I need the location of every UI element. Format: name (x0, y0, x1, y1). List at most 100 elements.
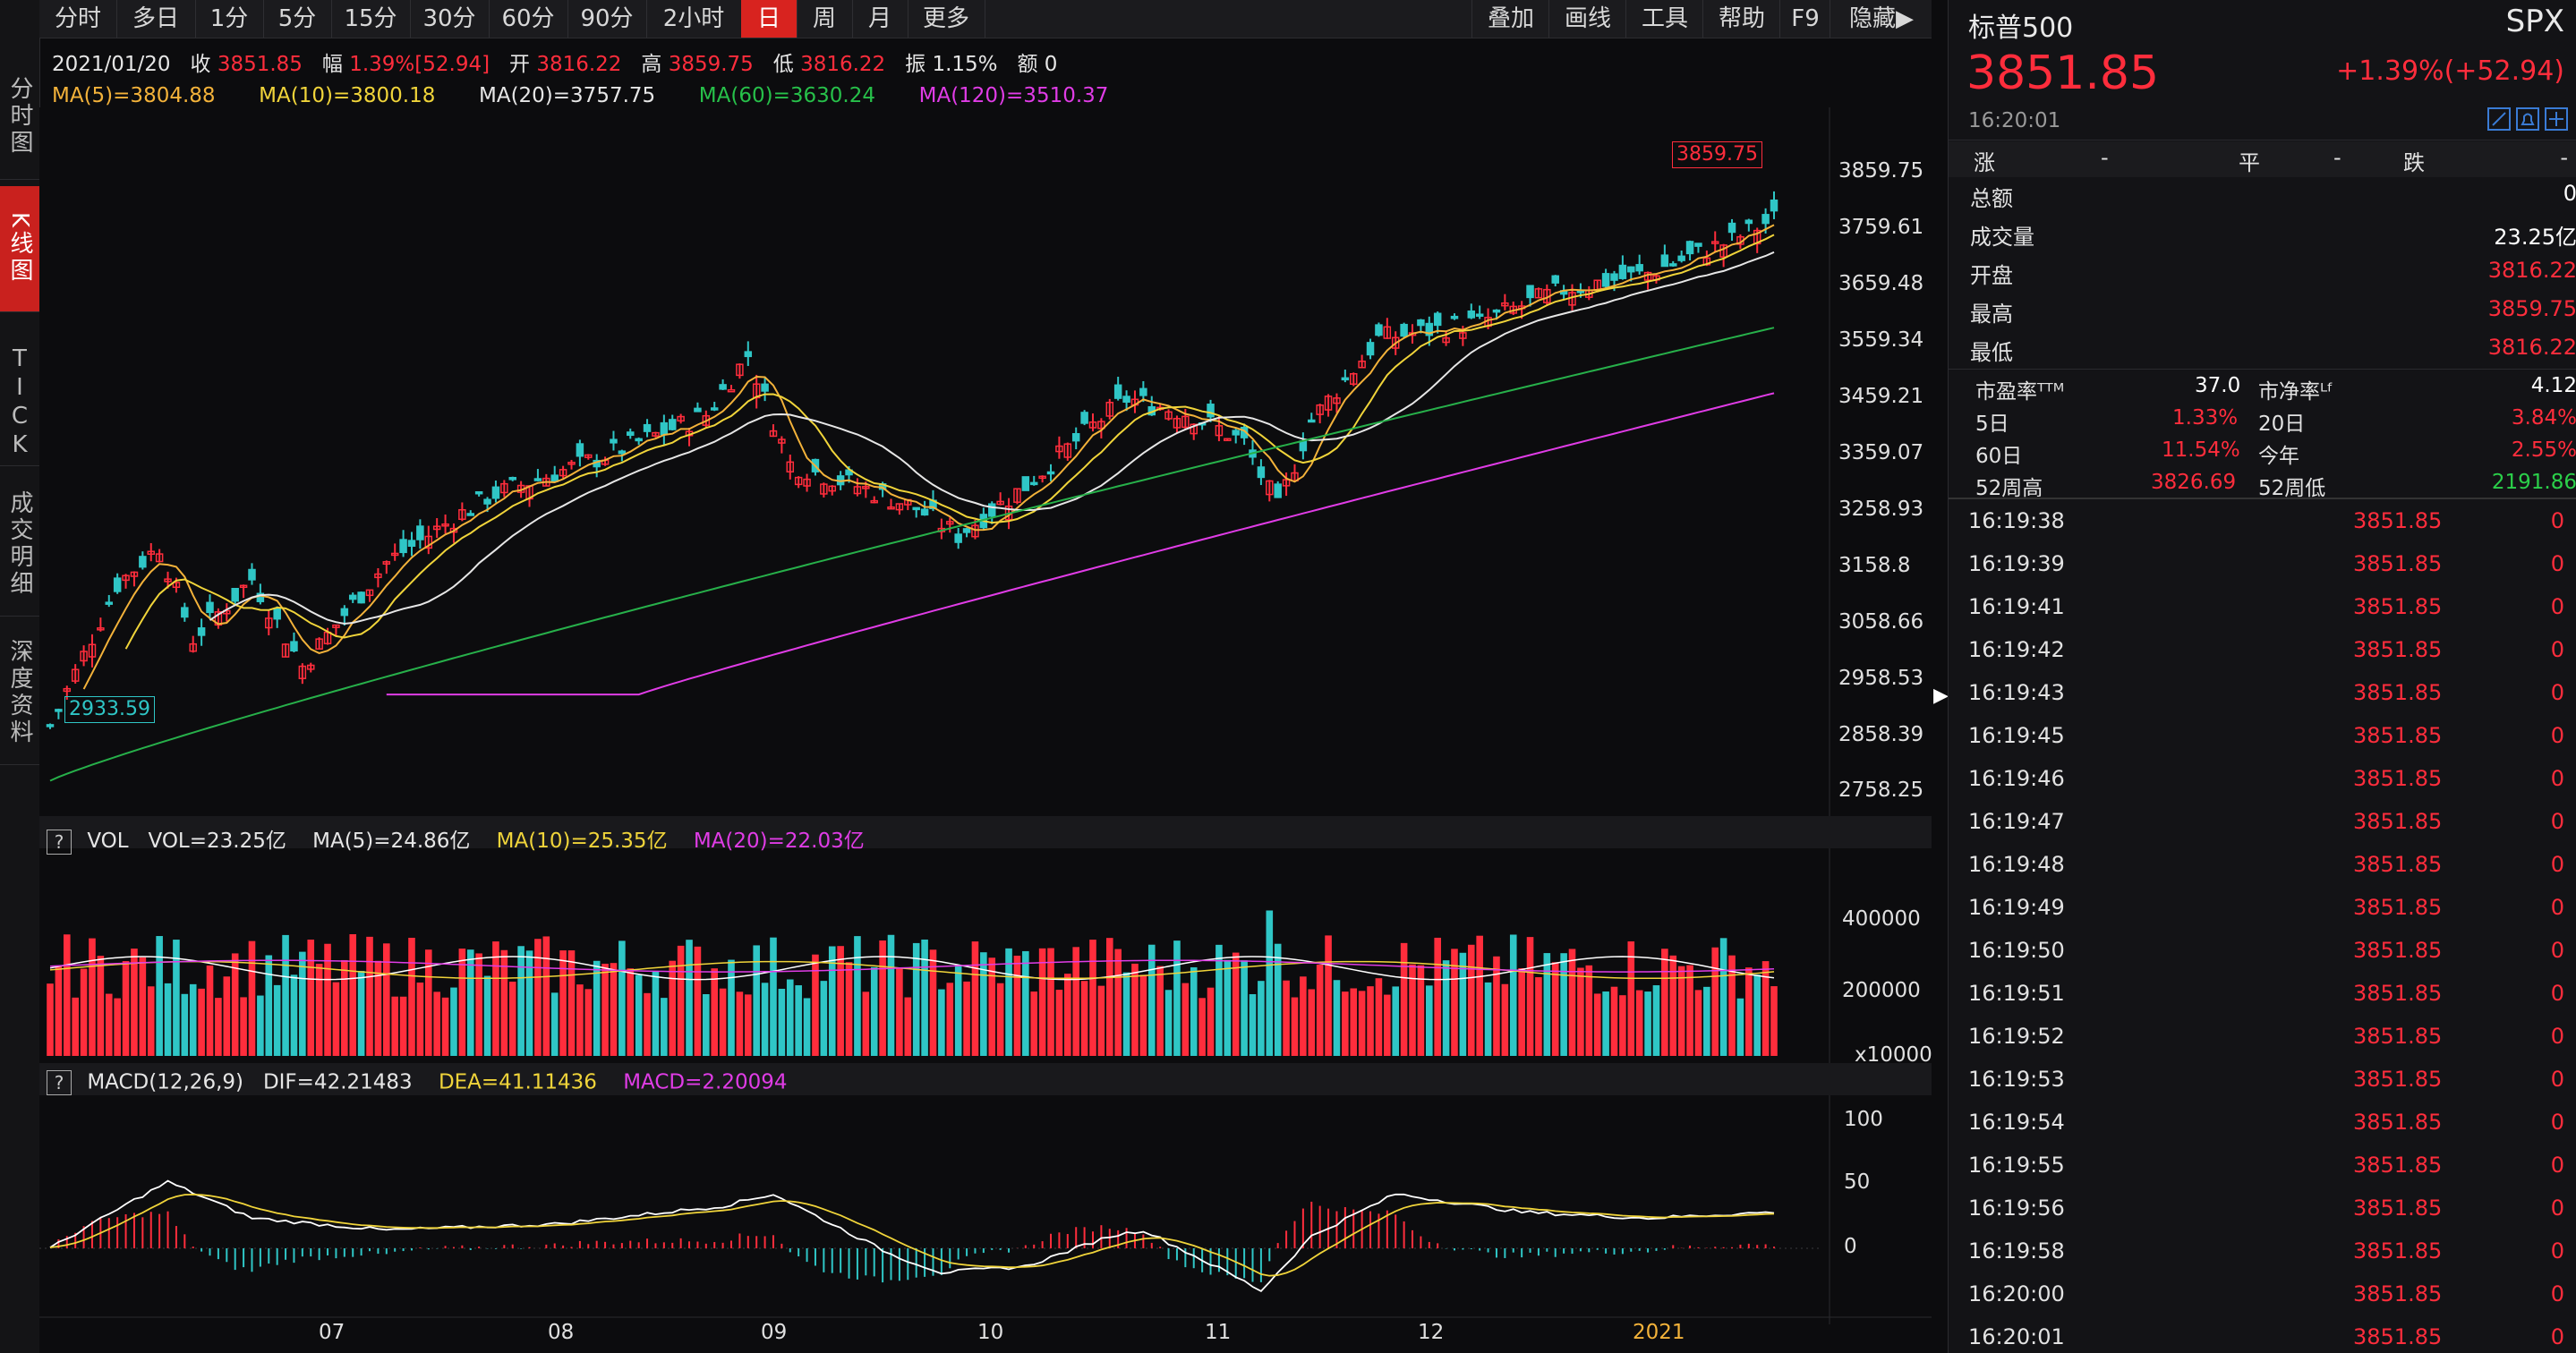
candle-body (382, 561, 391, 565)
volume-bar (1308, 989, 1316, 1056)
rail-item-timeshare[interactable]: 分时图 (0, 54, 39, 180)
volume-bar (601, 963, 609, 1056)
tab-60min[interactable]: 60分 (489, 0, 568, 38)
vol-ma5-line (49, 956, 1775, 981)
tab-5min[interactable]: 5分 (263, 0, 332, 38)
candle-body (348, 594, 357, 600)
volume-bar (803, 998, 811, 1056)
price-axis-label: 3659.48 (1838, 272, 1924, 295)
tick-volume: 0 (2550, 809, 2564, 834)
candle-body (1013, 488, 1021, 503)
volume-bar (1030, 991, 1038, 1056)
tab-week[interactable]: 周 (797, 0, 853, 38)
volume-bar (1770, 986, 1778, 1056)
volume-bar (374, 960, 382, 1056)
edit-icon[interactable] (2487, 107, 2511, 131)
tab-day[interactable]: 日 (741, 0, 798, 38)
stat-label: 总额 (1970, 186, 2013, 211)
volume-bar (1644, 991, 1651, 1056)
volume-bar (366, 936, 373, 1056)
tab-multiday[interactable]: 多日 (116, 0, 196, 38)
hide-panel-button[interactable]: 隐藏▶ (1830, 0, 1932, 38)
volume-bar (1476, 935, 1483, 1056)
candle-body (298, 665, 307, 679)
help-icon[interactable]: ? (47, 829, 72, 855)
candle-body (1627, 266, 1635, 273)
tab-more[interactable]: 更多 (908, 0, 985, 38)
bell-icon[interactable] (2516, 107, 2539, 131)
price-axis-label: 3759.61 (1838, 216, 1924, 239)
tab-2hour[interactable]: 2小时 (646, 0, 742, 38)
candle-body (1071, 432, 1080, 442)
tab-15min[interactable]: 15分 (331, 0, 411, 38)
tick-list[interactable]: 16:19:38 3851.85 0 16:19:39 3851.85 0 16:19:41… (1949, 499, 2576, 1353)
d20-label: 20日 (2258, 413, 2306, 436)
ohlc-info-row: 2021/01/20 收 3851.85 幅 1.39%[52.94] 开 38… (52, 47, 1057, 77)
volume-bar (1241, 960, 1248, 1056)
vol-ma5: MA(5)=24.86亿 (312, 830, 471, 853)
volume-bar (1745, 967, 1753, 1056)
candle-body (1601, 273, 1610, 287)
candle-body (1046, 471, 1055, 475)
help-icon[interactable]: ? (47, 1070, 72, 1095)
volume-bar (332, 982, 340, 1056)
candle-body (1551, 275, 1559, 284)
volume-bar (1005, 948, 1012, 1056)
kline-chart[interactable] (39, 107, 1932, 1353)
candle-body (1669, 263, 1677, 267)
tab-fenshi[interactable]: 分时 (39, 0, 117, 38)
expand-arrow-icon[interactable]: ▶ (1933, 685, 1949, 707)
volume-bar (341, 959, 348, 1056)
candle-body (1274, 483, 1282, 498)
volume-bar (635, 974, 643, 1056)
candle-body (946, 521, 954, 525)
tick-price: 3851.85 (2353, 1024, 2443, 1049)
high-value: 3859.75 (668, 53, 754, 76)
price-axis-label: 3258.93 (1838, 498, 1924, 521)
rail-item-tick[interactable]: TICK (0, 340, 39, 466)
tab-1min[interactable]: 1分 (195, 0, 264, 38)
volume-bar (1249, 994, 1257, 1056)
candle-body (1063, 443, 1072, 458)
candle-body (1383, 326, 1392, 339)
overlay-button[interactable]: 叠加 (1471, 0, 1549, 38)
f9-button[interactable]: F9 (1779, 0, 1830, 38)
candle-body (290, 641, 298, 651)
volume-bar (424, 949, 432, 1056)
draw-line-button[interactable]: 画线 (1548, 0, 1626, 38)
tick-time: 16:19:38 (1968, 508, 2065, 533)
candle-body (962, 528, 971, 533)
rail-item-trades[interactable]: 成交明细 (0, 472, 39, 617)
rail-item-kline[interactable]: K线图 (0, 186, 39, 312)
rail-label: 分时图 (6, 76, 33, 157)
volume-bar (584, 989, 593, 1056)
volume-bar (231, 953, 239, 1056)
candle-body (315, 638, 323, 650)
tab-30min[interactable]: 30分 (410, 0, 490, 38)
volume-panel-header: ? VOL VOL=23.25亿 MA(5)=24.86亿 MA(10)=25.… (47, 823, 865, 855)
volume-bar (1543, 953, 1551, 1056)
candle-body (988, 503, 996, 517)
volume-bar (1719, 938, 1727, 1056)
vol-value: VOL=23.25亿 (148, 830, 286, 853)
volume-bar (1518, 967, 1525, 1056)
tick-price: 3851.85 (2353, 1238, 2443, 1264)
volume-bar (1089, 940, 1096, 1056)
tab-90min[interactable]: 90分 (567, 0, 647, 38)
volume-bar (441, 997, 449, 1056)
candle-body (559, 469, 567, 477)
volume-bar (761, 983, 769, 1056)
volume-bar (652, 971, 660, 1056)
volume-bar (753, 945, 760, 1056)
candle-body (736, 363, 744, 377)
volume-bar (1509, 934, 1517, 1056)
candle-body (306, 664, 315, 670)
candle-body (181, 607, 189, 618)
tab-month[interactable]: 月 (852, 0, 908, 38)
w52h-label: 52周高 (1975, 477, 2043, 500)
candle-body (1097, 421, 1105, 430)
rail-item-profile[interactable]: 深度资料 (0, 621, 39, 765)
add-icon[interactable] (2545, 107, 2568, 131)
help-button[interactable]: 帮助 (1702, 0, 1780, 38)
tools-button[interactable]: 工具 (1625, 0, 1703, 38)
